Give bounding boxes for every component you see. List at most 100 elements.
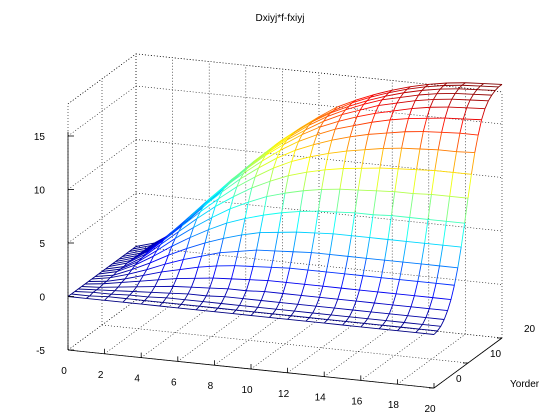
mesh-segment: [446, 220, 465, 224]
mesh-segment: [116, 264, 136, 273]
mesh-segment: [341, 109, 361, 115]
mesh-segment: [319, 120, 325, 128]
y-tick-label: 10: [490, 349, 502, 360]
mesh-segment: [244, 214, 264, 220]
mesh-segment: [381, 96, 401, 101]
mesh-segment: [326, 271, 345, 275]
mesh-segment: [306, 156, 311, 173]
mesh-segment: [443, 310, 449, 320]
mesh-segment: [316, 126, 321, 135]
mesh-segment: [279, 301, 298, 305]
mesh-segment: [385, 320, 405, 323]
mesh-segment: [401, 147, 420, 150]
mesh-segment: [128, 269, 133, 275]
mesh-segment: [186, 242, 206, 249]
mesh-segment: [387, 215, 392, 240]
x-tick-label: 20: [424, 404, 436, 415]
mesh-segment: [388, 88, 408, 94]
mesh-segment: [359, 289, 378, 293]
mesh-segment: [91, 277, 111, 280]
mesh-segment: [125, 294, 131, 299]
mesh-segment: [413, 193, 432, 195]
mesh-segment: [96, 289, 115, 292]
mesh-segment: [396, 97, 401, 104]
mesh-segment: [196, 309, 215, 313]
mesh-segment: [449, 195, 469, 199]
grid-line: [135, 246, 503, 285]
mesh-segment: [362, 258, 367, 276]
mesh-segment: [153, 245, 173, 257]
mesh-segment: [276, 308, 295, 312]
mesh-segment: [193, 217, 213, 228]
mesh-segment: [174, 227, 194, 239]
mesh-segment: [274, 250, 294, 253]
mesh-segment: [367, 311, 372, 319]
mesh-segment: [228, 168, 248, 184]
mesh-segment: [290, 124, 310, 137]
mesh-segment: [168, 248, 187, 256]
mesh-segment: [373, 89, 393, 96]
mesh-segment: [196, 206, 216, 219]
mesh-segment: [421, 88, 441, 91]
mesh-segment: [256, 249, 275, 252]
mesh-segment: [453, 171, 472, 175]
mesh-segment: [319, 296, 338, 300]
mesh-segment: [359, 104, 365, 111]
mesh-segment: [439, 85, 445, 90]
mesh-segment: [498, 84, 503, 88]
mesh-segment: [258, 160, 263, 169]
mesh-segment: [130, 250, 150, 261]
mesh-segment: [399, 261, 404, 280]
mesh-segment: [217, 303, 222, 309]
mesh-segment: [144, 300, 163, 303]
mesh-segment: [271, 135, 291, 149]
mesh-segment: [203, 191, 223, 207]
mesh-segment: [248, 196, 267, 203]
mesh-segment: [261, 300, 280, 303]
x-tick-label: 8: [208, 381, 214, 392]
mesh-segment: [415, 328, 420, 333]
mesh-segment: [296, 211, 301, 233]
mesh-segment: [161, 263, 166, 273]
mesh-segment: [411, 106, 431, 110]
mesh-segment: [190, 278, 196, 288]
mesh-segment: [402, 261, 422, 265]
mesh-segment: [108, 262, 128, 267]
mesh-segment: [341, 287, 360, 291]
mesh-segment: [397, 330, 416, 334]
mesh-segment: [250, 315, 270, 318]
mesh-segment: [114, 290, 134, 292]
mesh-segment: [324, 322, 343, 326]
mesh-segment: [227, 278, 232, 290]
mesh-segment: [149, 254, 169, 264]
mesh-segment: [392, 86, 411, 91]
mesh-segment: [261, 155, 266, 162]
mesh-segment: [266, 192, 286, 198]
mesh-segment: [146, 263, 166, 271]
mesh-segment: [297, 295, 302, 305]
mesh-segment: [373, 214, 392, 217]
mesh-segment: [318, 210, 337, 213]
mesh-segment: [216, 252, 221, 267]
mesh-segment: [338, 116, 358, 122]
mesh-segment: [330, 314, 350, 318]
mesh-segment: [321, 169, 326, 190]
mesh-segment: [410, 306, 430, 310]
mesh-segment: [115, 257, 134, 262]
mesh-segment: [361, 149, 366, 169]
mesh-segment: [459, 132, 479, 136]
mesh-segment: [382, 132, 388, 149]
mesh-segment: [305, 120, 324, 131]
z-tick-label: 0: [39, 293, 45, 304]
mesh-segment: [249, 266, 254, 280]
mesh-segment: [161, 269, 180, 273]
mesh-segment: [373, 291, 379, 304]
mesh-segment: [125, 250, 145, 255]
mesh-segment: [314, 211, 319, 234]
mesh-segment: [382, 320, 387, 326]
mesh-segment: [439, 265, 458, 269]
mesh-segment: [342, 324, 361, 328]
mesh-segment: [316, 128, 336, 136]
mesh-segment: [232, 309, 237, 314]
mesh-segment: [433, 330, 438, 335]
